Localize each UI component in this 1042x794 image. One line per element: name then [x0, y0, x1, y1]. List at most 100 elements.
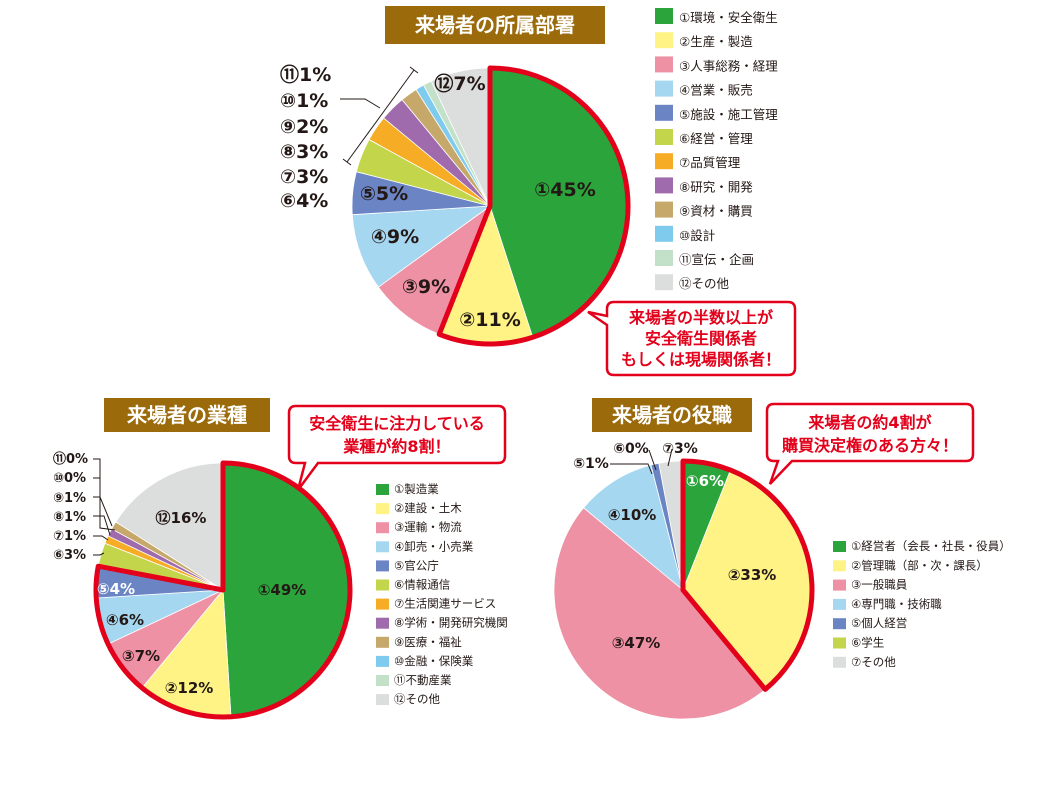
outside-label-8: ⑧1%: [53, 510, 86, 525]
legend-position: ①経営者（会長・社長・役員） ②管理職（部・次・課長） ③一般職員 ④専門職・技術職 ⑤…: [833, 539, 1011, 669]
legend-label-10: ⑩設計: [679, 228, 715, 243]
outside-label-11: ⑪0%: [53, 451, 88, 467]
outside-label-6: ⑥3%: [53, 548, 86, 563]
leader-lines: [93, 458, 116, 556]
outside-label-10: ⑩1%: [280, 90, 328, 112]
chart-position: 来場者の役職 ①6% ②33% ③47% ④10% ⑤1% ⑥0% ⑦3% ①経…: [553, 398, 1011, 720]
legend-swatch-10: [655, 225, 673, 242]
legend-swatch-1: [655, 8, 673, 24]
legend-label-3: ③人事総務・経理: [679, 58, 778, 73]
legend-swatch-5: [655, 104, 673, 121]
legend-label-3: ③一般職員: [851, 578, 908, 592]
legend-swatch-6: [833, 637, 846, 649]
legend-swatch-12: [376, 694, 389, 706]
legend-label-5: ⑤官公庁: [394, 558, 439, 572]
legend-swatch-9: [376, 636, 389, 648]
legend-swatch-5: [833, 618, 846, 630]
legend-swatch-4: [655, 80, 673, 97]
legend-label-1: ①経営者（会長・社長・役員）: [851, 539, 1011, 553]
chart-title-bg: [104, 398, 270, 432]
callout-position: 来場者の約4割が 購買決定権のある方々！: [765, 402, 975, 485]
legend-swatch-11: [655, 250, 673, 266]
pie-position: [553, 458, 815, 720]
legend-swatch-6: [376, 579, 389, 591]
outside-label-9: ⑨1%: [53, 491, 86, 506]
outside-label-7: ⑦1%: [53, 529, 86, 544]
legend-label-1: ①製造業: [394, 482, 439, 496]
outside-label-11: ⑪1%: [280, 63, 331, 86]
legend-label-2: ②生産・製造: [679, 34, 753, 49]
legend-swatch-8: [376, 617, 389, 629]
legend-label-5: ⑤施設・施工管理: [679, 107, 778, 122]
legend-label-4: ④専門職・技術職: [851, 597, 942, 611]
legend-label-8: ⑧学術・開発研究機関: [394, 616, 508, 630]
legend-label-4: ④卸売・小売業: [394, 539, 474, 553]
chart-industry: 来場者の業種 ①49% ②12% ③7% ④6% ⑤4% ⑫16% ⑪0% ⑩0…: [53, 398, 508, 720]
slice-label-2: ②33%: [728, 566, 777, 584]
legend-swatch-5: [376, 560, 389, 572]
legend-swatch-3: [376, 522, 389, 534]
callout-line-1: 来場者の約4割が: [807, 413, 931, 432]
slice-label-3: ③9%: [402, 276, 450, 298]
slice-label-4: ④6%: [106, 611, 144, 629]
slice-label-5: ⑤4%: [97, 580, 135, 598]
slice-label-1: ①49%: [258, 581, 307, 599]
legend-swatch-4: [376, 541, 389, 553]
callout-line-1: 安全衛生に注力している: [309, 414, 485, 433]
legend-swatch-7: [655, 153, 673, 170]
slice-label-1: ①45%: [534, 179, 596, 201]
legend-swatch-3: [833, 579, 846, 591]
outside-label-10: ⑩0%: [53, 471, 86, 486]
legend-swatch-2: [655, 32, 673, 49]
legend-label-9: ⑨医療・福祉: [394, 635, 462, 649]
chart-title-bg: [592, 398, 752, 432]
highlight-outline: [93, 460, 353, 720]
legend-swatch-6: [655, 129, 673, 145]
bracket-ticks: [342, 66, 419, 166]
legend-label-8: ⑧研究・開発: [679, 179, 753, 194]
pie-industry: [93, 460, 353, 720]
legend-swatch-7: [833, 656, 846, 668]
outside-label-6: ⑥4%: [280, 190, 328, 212]
callout-industry: 安全衛生に注力している 業種が約8割！: [287, 404, 507, 491]
legend-label-11: ⑪宣伝・企画: [679, 252, 754, 267]
outside-label-7: ⑦3%: [280, 166, 328, 188]
slice-label-5: ⑤5%: [360, 183, 408, 205]
leader-lines: [610, 448, 673, 475]
outside-label-5: ⑤1%: [573, 456, 609, 472]
legend-swatch-2: [376, 503, 389, 515]
legend-label-6: ⑥情報通信: [394, 578, 450, 592]
outside-label-7: ⑦3%: [662, 441, 698, 457]
legend-swatch-11: [376, 675, 389, 686]
legend-label-3: ③運輸・物流: [394, 520, 462, 534]
legend-swatch-2: [833, 560, 846, 572]
outside-label-9: ⑨2%: [280, 116, 328, 138]
legend-label-7: ⑦その他: [851, 655, 896, 669]
chart-title: 来場者の所属部署: [414, 13, 575, 37]
pie-slice-12: [115, 462, 224, 591]
legend-label-12: ⑫その他: [394, 692, 440, 706]
legend-label-1: ①環境・安全衛生: [679, 10, 778, 25]
callout-department: 来場者の半数以上が 安全衛生関係者 もしくは現場関係者！: [587, 300, 797, 377]
leader-line: [340, 98, 381, 109]
slice-label-4: ④9%: [371, 226, 419, 248]
slice-label-12: ⑫16%: [156, 509, 207, 527]
callout-line-1: 来場者の半数以上が: [628, 308, 773, 327]
legend-label-5: ⑤個人経営: [851, 616, 907, 630]
legend-label-2: ②管理職（部・次・課長）: [851, 558, 988, 572]
legend-label-6: ⑥経営・管理: [679, 131, 753, 146]
legend-department: ①環境・安全衛生 ②生産・製造 ③人事総務・経理 ④営業・販売 ⑤施設・施工管理 ⑥経営・…: [655, 8, 778, 291]
legend-label-7: ⑦生活関連サービス: [394, 597, 496, 611]
chart-title: 来場者の業種: [126, 403, 247, 427]
legend-label-10: ⑩金融・保険業: [394, 654, 474, 668]
legend-label-2: ②建設・土木: [394, 501, 462, 515]
legend-label-11: ⑪不動産業: [394, 673, 452, 687]
legend-label-12: ⑫その他: [679, 276, 730, 291]
slice-label-12: ⑫7%: [434, 72, 485, 95]
callout-line-2: 業種が約8割！: [342, 437, 450, 456]
slice-label-2: ②12%: [165, 679, 214, 697]
slice-label-4: ④10%: [608, 506, 657, 524]
legend-swatch-9: [655, 201, 673, 218]
slice-label-1: ①6%: [686, 472, 724, 490]
